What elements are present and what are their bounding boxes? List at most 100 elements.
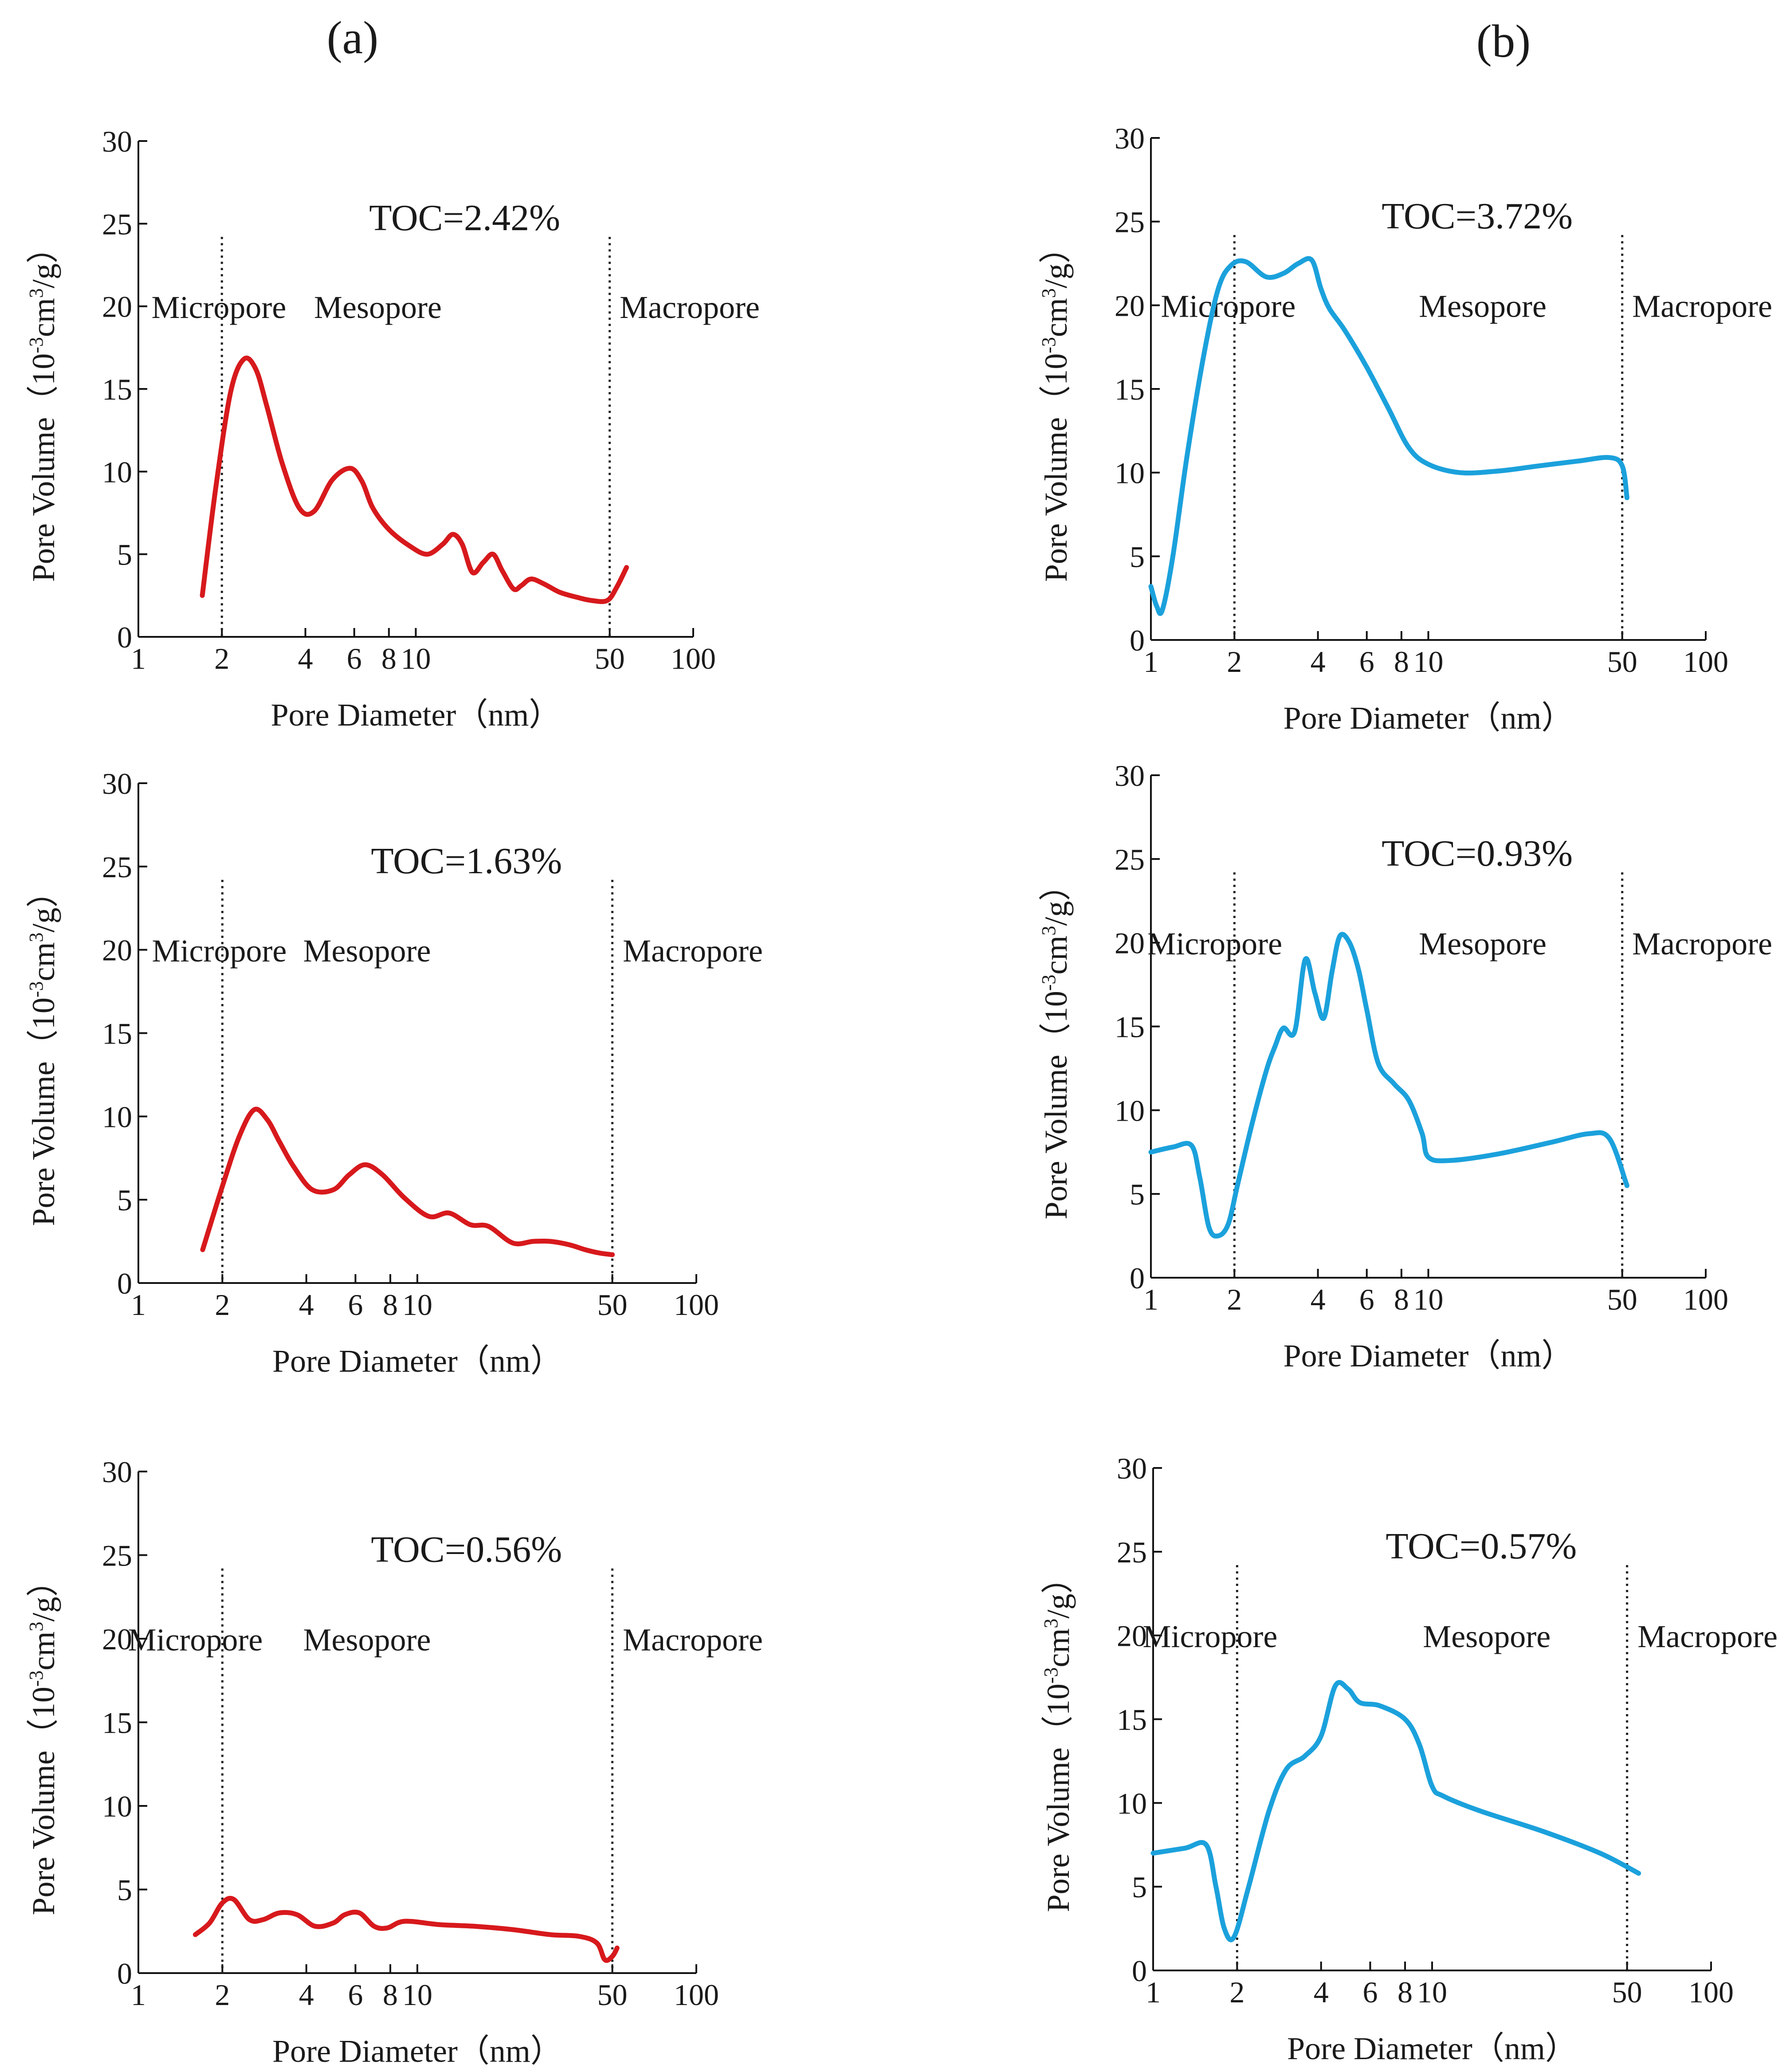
y-tick-label: 25 <box>1115 205 1145 239</box>
y-tick-label: 10 <box>1115 1094 1145 1127</box>
x-tick-label: 4 <box>1311 645 1326 679</box>
x-tick-label: 8 <box>1394 1283 1409 1316</box>
y-axis-title-part: cm <box>26 942 61 981</box>
y-axis-title-part: 3 <box>1040 1619 1062 1629</box>
series-line <box>200 355 629 604</box>
y-axis-title-part: Pore Volume（10 <box>26 1687 61 1915</box>
series-line <box>200 1107 615 1257</box>
region-label-micropore: Micropore <box>1142 1619 1277 1654</box>
x-tick-label: 50 <box>595 642 625 675</box>
x-axis-title: Pore Diameter（nm） <box>272 1343 562 1379</box>
y-tick-label: 20 <box>1115 926 1145 960</box>
x-axis-title: Pore Diameter（nm） <box>1284 700 1574 736</box>
series-line <box>192 1895 620 1963</box>
x-tick-label: 2 <box>1227 1283 1242 1316</box>
x-tick-label: 2 <box>215 1288 230 1322</box>
y-tick-label: 30 <box>102 1455 132 1489</box>
y-axis-title-part: 3 <box>25 1622 47 1632</box>
x-tick-label: 8 <box>381 642 396 675</box>
x-tick-label: 100 <box>1688 1975 1734 2009</box>
y-tick-label: 25 <box>102 207 132 241</box>
y-axis-title-part: cm <box>1038 298 1074 337</box>
x-axis-title: Pore Diameter（nm） <box>1287 2031 1577 2066</box>
x-tick-label: 100 <box>674 1978 719 2012</box>
region-label-micropore: Micropore <box>152 933 287 969</box>
x-tick-label: 10 <box>401 642 431 675</box>
x-tick-label: 2 <box>214 642 229 675</box>
y-tick-label: 5 <box>1130 540 1145 573</box>
y-tick-label: 20 <box>1115 289 1145 322</box>
x-axis-title: Pore Diameter（nm） <box>271 697 561 733</box>
x-tick-label: 100 <box>1683 1283 1728 1316</box>
y-tick-label: 0 <box>117 1267 132 1300</box>
y-axis-title-part: 3 <box>1038 926 1060 936</box>
x-tick-label: 4 <box>298 642 313 675</box>
series-line <box>1150 1680 1641 1942</box>
x-tick-label: 10 <box>1413 645 1444 679</box>
y-tick-label: 25 <box>1117 1535 1147 1569</box>
x-tick-label: 1 <box>131 1288 146 1322</box>
x-axis-title: Pore Diameter（nm） <box>272 2033 562 2069</box>
x-tick-label: 100 <box>1683 645 1728 679</box>
y-tick-label: 30 <box>102 125 132 158</box>
region-label-macropore: Macropore <box>1632 926 1772 961</box>
region-label-macropore: Macropore <box>1632 289 1772 324</box>
chart-title: TOC=0.56% <box>371 1529 562 1570</box>
y-axis-title-part: cm <box>1038 936 1074 975</box>
series-line <box>1148 932 1629 1239</box>
y-tick-label: 10 <box>1115 456 1145 490</box>
x-tick-label: 2 <box>1227 645 1242 679</box>
y-axis-title-part: -3 <box>25 981 47 997</box>
y-tick-label: 10 <box>102 455 132 489</box>
y-axis-title: Pore Volume（10-3cm3/g） <box>1038 869 1074 1220</box>
y-axis-title-part: Pore Volume（10 <box>26 997 61 1226</box>
y-axis-title: Pore Volume（10-3cm3/g） <box>25 232 61 582</box>
y-tick-label: 5 <box>117 1873 132 1907</box>
x-tick-label: 6 <box>1359 1283 1374 1316</box>
x-tick-label: 10 <box>402 1288 432 1322</box>
x-tick-label: 2 <box>215 1978 230 2012</box>
x-tick-label: 8 <box>1397 1975 1413 2009</box>
x-tick-label: 50 <box>1607 1283 1637 1316</box>
y-axis-title-part: cm <box>26 298 61 337</box>
x-tick-label: 8 <box>383 1978 398 2012</box>
y-tick-label: 15 <box>1115 373 1145 406</box>
region-label-macropore: Macropore <box>623 933 763 969</box>
column-label-b: (b) <box>1476 15 1531 67</box>
region-label-micropore: Micropore <box>1147 926 1282 961</box>
y-tick-label: 20 <box>102 290 132 324</box>
y-tick-label: 30 <box>102 767 132 801</box>
y-axis-title-part: 3 <box>25 933 47 942</box>
region-label-macropore: Macropore <box>620 290 760 325</box>
y-tick-label: 0 <box>1132 1954 1147 1988</box>
y-axis-title-part: /g） <box>1040 1562 1076 1619</box>
region-label-micropore: Micropore <box>151 290 286 325</box>
x-tick-label: 6 <box>1359 645 1374 679</box>
y-axis-title-part: /g） <box>1038 869 1074 926</box>
column-label-a: (a) <box>327 12 379 63</box>
y-tick-label: 30 <box>1115 122 1145 155</box>
y-axis-title: Pore Volume（10-3cm3/g） <box>1040 1562 1076 1912</box>
x-tick-label: 10 <box>1417 1975 1447 2009</box>
y-axis-title-part: 3 <box>25 288 47 298</box>
y-tick-label: 30 <box>1115 759 1145 793</box>
y-axis-title-part: -3 <box>1038 337 1060 353</box>
y-axis-title-part: -3 <box>1038 974 1060 991</box>
x-tick-label: 6 <box>347 642 362 675</box>
x-tick-label: 10 <box>1413 1283 1444 1316</box>
y-axis-title-part: /g） <box>26 1565 61 1622</box>
chart-title: TOC=0.93% <box>1382 833 1573 874</box>
y-axis-title-part: 3 <box>1038 288 1060 298</box>
x-tick-label: 50 <box>597 1978 628 2012</box>
region-label-mesopore: Mesopore <box>1423 1619 1551 1654</box>
y-axis-title-part: cm <box>1040 1629 1076 1668</box>
x-tick-label: 8 <box>383 1288 398 1322</box>
x-tick-label: 6 <box>1362 1975 1378 2009</box>
region-label-macropore: Macropore <box>1637 1619 1778 1654</box>
y-tick-label: 10 <box>102 1789 132 1823</box>
region-label-mesopore: Mesopore <box>303 933 431 969</box>
y-tick-label: 20 <box>102 934 132 967</box>
